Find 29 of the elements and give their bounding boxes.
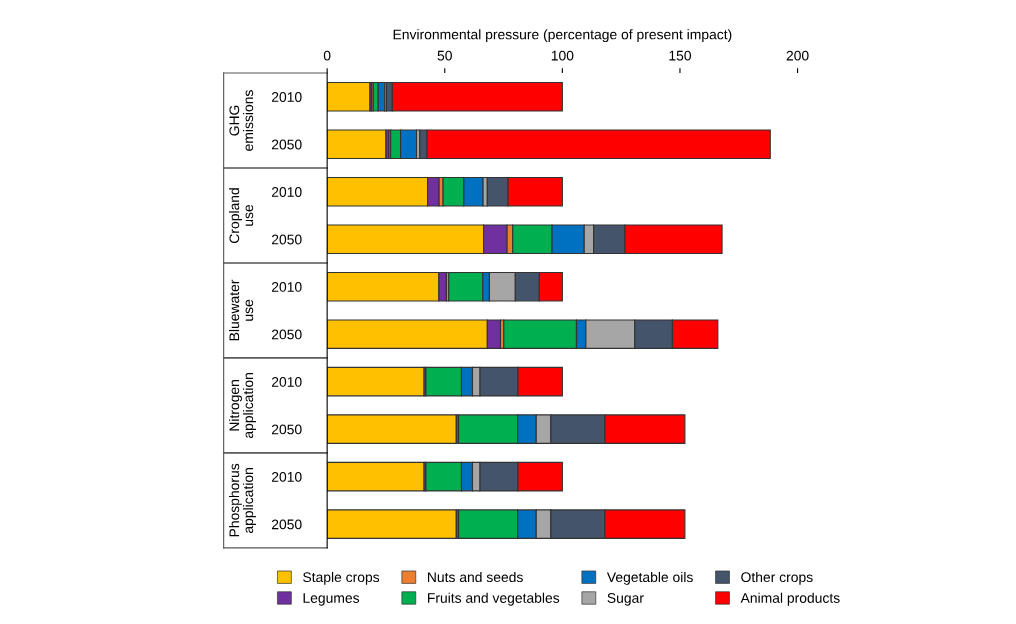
y-tick-label: 2050 xyxy=(271,329,302,340)
x-axis-title: Environmental pressure (percentage of present impact) xyxy=(393,29,732,43)
legend-label: Vegetable oils xyxy=(606,571,693,585)
legend-label: Sugar xyxy=(607,593,644,606)
legend-label: Animal products xyxy=(740,592,840,606)
y-tick-label: 2010 xyxy=(271,471,302,482)
y-tick-label: 2010 xyxy=(271,377,302,387)
text: Nitrogen application xyxy=(229,373,256,439)
text: Phosphorus application xyxy=(229,463,256,537)
x-tick-label: 200 xyxy=(786,50,809,61)
legend-label: Nuts and seeds xyxy=(428,571,523,583)
x-tick-label: 50 xyxy=(437,50,452,61)
legend-label: Fruits and vegetables xyxy=(428,592,560,606)
legend-label: Legumes xyxy=(303,593,360,606)
y-tick-label: 2010 xyxy=(271,282,302,292)
y-tick-label: 2010 xyxy=(271,187,302,197)
y-tick-label: 2010 xyxy=(271,92,302,102)
text: Cropland use xyxy=(229,188,254,243)
legend-label: Staple crops xyxy=(303,571,380,585)
legend-label: Other crops xyxy=(741,571,813,585)
x-tick-label: 150 xyxy=(669,50,691,61)
y-tick-label: 2050 xyxy=(271,519,302,530)
y-tick-label: 2050 xyxy=(271,424,302,435)
x-tick-label: 100 xyxy=(551,50,574,61)
y-tick-label: 2050 xyxy=(271,139,302,150)
text: GHG emissions xyxy=(229,90,254,151)
y-tick-label: 2050 xyxy=(271,234,302,245)
x-tick-label: 0 xyxy=(323,50,331,61)
text: Bluewater use xyxy=(229,279,254,341)
